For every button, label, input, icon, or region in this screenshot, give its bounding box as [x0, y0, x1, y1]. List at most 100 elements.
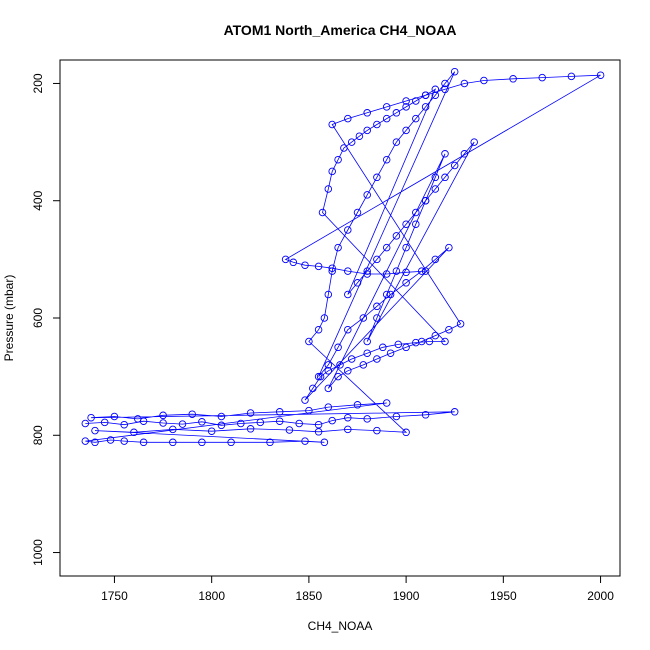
data-point [309, 384, 317, 393]
x-tick-label: 1750 [101, 589, 128, 603]
data-point [295, 419, 303, 428]
data-point [188, 410, 196, 418]
data-point [431, 255, 440, 264]
data-point [402, 103, 410, 111]
data-point [87, 413, 95, 422]
data-point [441, 173, 449, 182]
data-point [347, 138, 356, 146]
data-point [275, 417, 284, 425]
data-point [363, 337, 371, 346]
data-point [120, 437, 128, 445]
y-tick-label: 800 [31, 425, 45, 445]
data-point [246, 409, 255, 417]
data-point [431, 331, 440, 340]
data-point [198, 438, 206, 447]
data-point [301, 437, 309, 445]
data-point [178, 420, 187, 428]
data-point [355, 132, 364, 140]
data-point [373, 120, 381, 129]
data-point [382, 399, 391, 407]
data-point [359, 314, 368, 322]
series-layer [81, 67, 605, 447]
data-point [509, 75, 517, 83]
data-point [301, 396, 309, 404]
data-point [314, 262, 323, 271]
data-point [314, 428, 323, 436]
data-point [394, 340, 403, 349]
data-point [324, 403, 333, 411]
data-point [470, 138, 478, 146]
y-tick-label: 400 [31, 190, 45, 210]
data-point [382, 103, 391, 111]
data-point [344, 267, 352, 275]
x-tick-label: 1850 [296, 589, 323, 603]
data-point [373, 255, 381, 264]
data-point [289, 258, 298, 267]
data-point [421, 267, 430, 275]
data-point [353, 208, 362, 217]
data-point [421, 103, 430, 111]
data-point [392, 232, 401, 240]
data-point [328, 416, 336, 425]
data-point [441, 85, 449, 94]
data-point [314, 420, 323, 429]
data-point [340, 144, 348, 152]
data-point [402, 220, 410, 228]
data-point [412, 97, 420, 105]
data-point [363, 109, 371, 117]
data-point [392, 412, 401, 421]
data-point [386, 290, 395, 299]
data-point [336, 361, 344, 369]
y-tick-label: 1000 [31, 539, 45, 566]
data-point [347, 355, 356, 363]
data-point [328, 120, 336, 129]
series-line [85, 71, 601, 443]
data-point [412, 220, 420, 228]
data-point [402, 126, 410, 135]
data-point [334, 243, 342, 252]
data-point [386, 349, 395, 357]
data-point [106, 436, 115, 444]
plot-frame [59, 59, 621, 577]
data-point [382, 270, 391, 278]
data-point [460, 79, 469, 88]
y-tick-label: 200 [31, 73, 45, 93]
data-point [285, 426, 294, 434]
data-point [328, 267, 336, 275]
data-point [81, 419, 90, 428]
data-point [431, 91, 440, 99]
data-point [373, 173, 381, 182]
y-tick-label: 600 [31, 308, 45, 328]
data-point [402, 243, 410, 252]
data-point [373, 355, 381, 363]
data-point [81, 437, 90, 445]
data-point [412, 114, 420, 123]
data-point [441, 150, 449, 158]
data-point [91, 426, 99, 435]
data-point [344, 290, 352, 299]
data-point [363, 267, 371, 275]
x-tick-label: 1900 [393, 589, 420, 603]
data-point [441, 337, 449, 346]
data-point [567, 72, 576, 81]
data-point [344, 425, 352, 434]
data-point [417, 337, 426, 346]
data-point [382, 155, 391, 164]
data-point [382, 290, 391, 299]
data-point [456, 320, 465, 328]
data-point [159, 411, 167, 420]
data-point [320, 438, 329, 447]
data-point [169, 438, 177, 447]
data-point [217, 421, 226, 430]
data-point [130, 428, 138, 437]
data-point [373, 302, 381, 311]
data-point [328, 264, 336, 272]
data-point [460, 150, 469, 158]
data-point [402, 97, 410, 105]
data-point [379, 343, 387, 352]
data-point [91, 438, 99, 447]
data-point [344, 367, 352, 375]
data-point [275, 408, 284, 416]
